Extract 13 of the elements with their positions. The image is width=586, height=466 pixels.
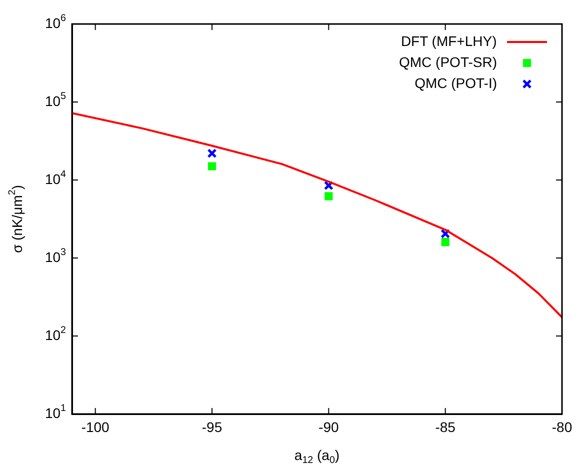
- point: [441, 238, 450, 246]
- x-tick-label: -95: [202, 418, 222, 435]
- x-tick-label: -85: [435, 418, 456, 435]
- legend-label: QMC (POT-SR): [399, 54, 498, 70]
- y-axis-title: σ (nK/μm2): [7, 184, 25, 254]
- point: [207, 148, 217, 158]
- x-tick-label: -80: [552, 418, 572, 435]
- point: [324, 192, 333, 200]
- legend-label: DFT (MF+LHY): [400, 32, 497, 49]
- x-tick-label: -100: [81, 418, 110, 435]
- x-tick-label: -90: [318, 418, 339, 435]
- legend-label: QMC (POT-I): [414, 74, 498, 91]
- point: [208, 162, 216, 170]
